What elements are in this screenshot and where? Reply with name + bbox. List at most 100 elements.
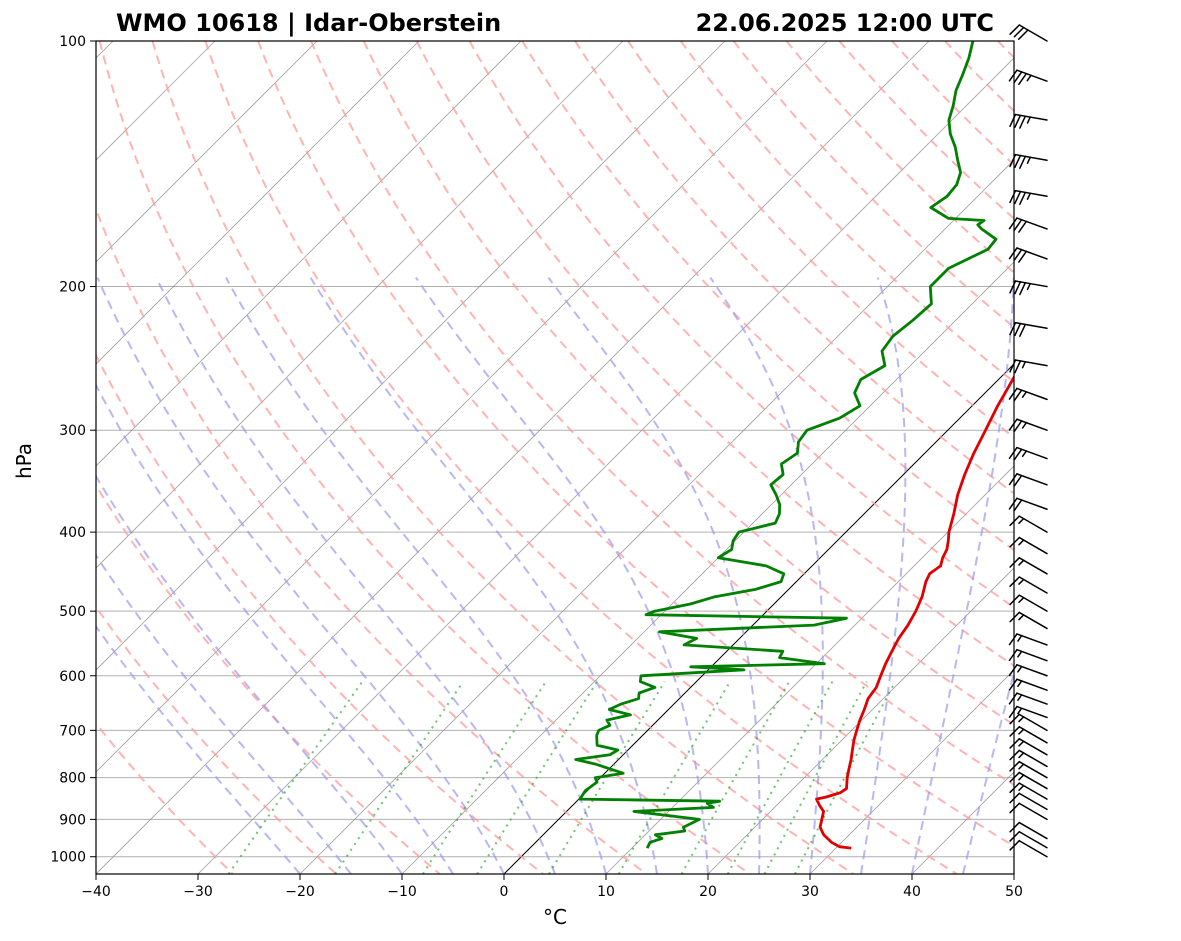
dry-adiabat	[96, 206, 648, 874]
y-axis-label: hPa	[12, 443, 36, 479]
x-tick-label: 50	[1005, 884, 1023, 900]
isotherm-line	[96, 41, 522, 467]
moist-adiabat	[911, 277, 1014, 874]
wind-barb	[1008, 387, 1048, 402]
isotherm-zero	[503, 363, 1014, 874]
wind-barb-half-feather	[1018, 740, 1025, 747]
wind-barb-staff	[1018, 802, 1048, 821]
moist-adiabat	[547, 277, 761, 874]
wind-barb-feather	[1009, 839, 1021, 851]
moist-adiabat-lines	[96, 277, 1014, 874]
y-tick-label: 800	[59, 771, 86, 787]
isotherm-line	[707, 567, 1014, 874]
x-tick-label: 30	[801, 884, 819, 900]
dry-adiabat	[96, 722, 234, 874]
wind-barb-half-feather	[1026, 192, 1032, 200]
wind-barb-feather	[1014, 114, 1022, 128]
wind-barb-feather	[1019, 323, 1027, 337]
wind-barb-feather	[1013, 499, 1023, 512]
wind-barb-feather	[1018, 250, 1028, 263]
wind-barb-feather	[1008, 664, 1018, 677]
wind-barb	[1008, 648, 1048, 662]
wind-barb	[1009, 782, 1048, 800]
wind-barb-half-feather	[1017, 680, 1023, 688]
wind-barb-feather	[1009, 359, 1017, 373]
dry-adiabat	[362, 41, 1014, 726]
wind-barb-half-feather	[1018, 752, 1025, 759]
wind-barb-feather	[1008, 418, 1018, 431]
isotherm-line	[96, 41, 624, 569]
dry-adiabat	[415, 41, 1014, 667]
wind-barb-feather	[1014, 281, 1022, 295]
moist-adiabat	[155, 277, 556, 874]
y-tick-label: 300	[59, 423, 86, 439]
wind-barb-staff	[1018, 830, 1048, 849]
wind-barb-half-feather	[1021, 450, 1028, 458]
moist-adiabat	[96, 382, 454, 874]
y-tick-label: 900	[59, 812, 86, 828]
wind-barb-feather	[1009, 189, 1017, 204]
wind-barb-half-feather	[1017, 694, 1023, 701]
mixing-ratio-line	[680, 681, 790, 874]
wind-barb-feather	[1009, 576, 1021, 587]
wind-barb-half-feather	[1018, 728, 1025, 735]
x-tick-label: −20	[285, 884, 315, 900]
wind-barb-feather	[1008, 692, 1018, 705]
wind-barb-feather	[1009, 792, 1021, 804]
wind-barb-half-feather	[1026, 156, 1032, 164]
mixing-ratio-line	[763, 681, 868, 874]
wind-barb	[1009, 830, 1048, 849]
wind-barb	[1009, 576, 1048, 594]
mixing-ratio-line	[617, 681, 731, 874]
wind-barb-staff	[1018, 792, 1048, 811]
wind-barb	[1009, 594, 1048, 612]
wind-barb-feather	[1008, 473, 1018, 486]
wind-barb-feather	[1013, 448, 1023, 461]
y-tick-label: 500	[59, 604, 86, 620]
x-tick-label: 40	[903, 884, 921, 900]
x-tick-label: 10	[597, 884, 615, 900]
wind-barb-feather	[1009, 749, 1021, 761]
plot-area	[96, 41, 1014, 874]
wind-barb	[1009, 189, 1048, 205]
wind-barb-feather	[1009, 760, 1021, 772]
wind-barb-feather	[1009, 726, 1021, 737]
wind-barb-feather	[1009, 821, 1021, 833]
wind-barb-half-feather	[1017, 634, 1023, 642]
wind-barb	[1009, 113, 1048, 129]
wind-barb	[1009, 611, 1048, 630]
mixing-ratio-line	[334, 681, 465, 874]
wind-barb-half-feather	[1018, 559, 1025, 566]
wind-barb-feather	[1009, 536, 1021, 548]
wind-barb-feather	[1009, 771, 1021, 783]
wind-barb-staff	[1018, 821, 1048, 840]
moist-adiabat	[860, 277, 907, 874]
wind-barb	[1009, 557, 1048, 575]
wind-barb	[1008, 633, 1048, 646]
wind-barb	[1008, 664, 1048, 677]
isotherm-line	[299, 159, 1014, 874]
isotherm-line	[96, 41, 420, 365]
wind-barb	[1009, 713, 1048, 732]
mixing-ratio-lines	[227, 681, 897, 874]
isotherm-lines	[96, 41, 1014, 874]
wind-barb-half-feather	[1018, 596, 1025, 604]
wind-barb	[1009, 359, 1048, 374]
wind-barb-half-feather	[1018, 614, 1025, 621]
chart-title-datetime: 22.06.2025 12:00 UTC	[696, 9, 994, 37]
wind-barb-feather	[1019, 281, 1027, 296]
wind-barb-feather	[1013, 26, 1025, 38]
dry-adiabat	[732, 41, 1014, 329]
dry-adiabat	[521, 41, 1014, 552]
wind-barb-feather	[1013, 218, 1023, 232]
wind-barb-feather	[1008, 705, 1018, 718]
y-tick-label: 600	[59, 669, 86, 685]
isotherm-line	[809, 669, 1014, 874]
wind-barb-half-feather	[1018, 763, 1025, 770]
wind-barbs	[1008, 24, 1048, 858]
y-tick-label: 200	[59, 280, 86, 296]
isotherm-line	[605, 465, 1014, 874]
wind-barb-feather	[1008, 247, 1018, 260]
wind-barb	[1009, 760, 1048, 779]
wind-barb-half-feather	[1021, 391, 1028, 398]
